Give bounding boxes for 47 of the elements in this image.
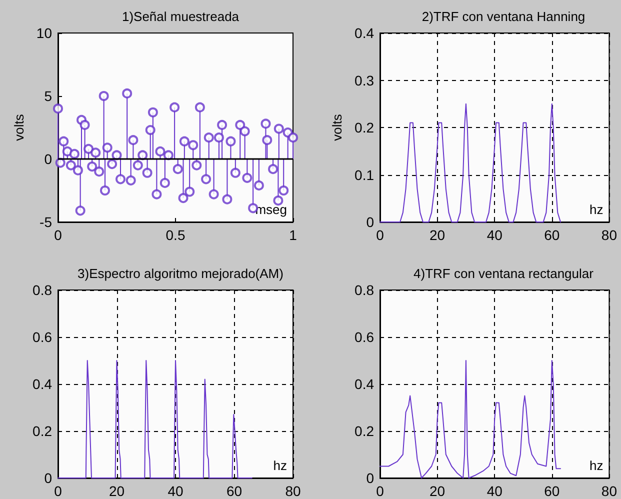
x-tick-label: 0: [376, 483, 384, 499]
y-tick-label: 0.1: [354, 166, 374, 183]
chart-title: 1)Señal muestreada: [122, 9, 240, 24]
y-tick-label: 0.6: [32, 329, 52, 345]
chart-title: 3)Espectro algoritmo mejorado(AM): [78, 266, 284, 281]
y-tick-label: 0.2: [354, 423, 374, 439]
x-tick-label: 40: [486, 227, 503, 243]
y-tick-label: 0.8: [32, 282, 52, 298]
y-tick-label: 0.4: [32, 376, 52, 392]
y-axis-title: volts: [330, 114, 345, 141]
y-tick-label: 0.2: [354, 120, 374, 136]
chart-title: 4)TRF con ventana rectangular: [414, 266, 594, 281]
y-tick-label: 0.6: [354, 329, 374, 345]
x-tick-label: 60: [226, 483, 242, 499]
y-tick-label: 0.3: [354, 72, 374, 88]
y-tick-label: 0: [366, 214, 374, 230]
x-axis-title: hz: [589, 458, 604, 473]
x-tick-label: 80: [601, 227, 618, 243]
x-tick-label: 20: [430, 483, 446, 499]
y-tick-label: 0: [44, 151, 52, 167]
y-tick-label: 0: [44, 470, 52, 486]
x-tick-label: 0: [376, 227, 384, 243]
y-tick-label: 10: [36, 25, 52, 41]
x-tick-label: 60: [544, 483, 560, 499]
chart-title: 2)TRF con ventana Hanning: [422, 9, 586, 24]
x-tick-label: 0: [54, 483, 62, 499]
x-tick-label: 20: [430, 227, 446, 243]
y-tick-label: 5: [44, 88, 52, 104]
x-axis-title: hz: [589, 202, 604, 217]
y-tick-label: 0.4: [354, 25, 374, 41]
x-tick-label: 60: [544, 227, 560, 243]
y-tick-label: 0.8: [354, 282, 374, 298]
x-tick-label: 0: [54, 227, 62, 243]
x-tick-label: 1: [289, 227, 298, 243]
x-tick-label: 0.5: [166, 227, 186, 243]
x-tick-label: 20: [108, 483, 125, 499]
x-tick-label: 80: [601, 483, 618, 499]
y-tick-label: 0: [366, 470, 374, 486]
x-tick-label: 40: [486, 483, 503, 499]
x-axis-title: hz: [273, 458, 287, 473]
x-tick-label: 80: [285, 483, 301, 499]
y-tick-label: -5: [40, 214, 52, 230]
y-tick-label: 0.4: [354, 376, 374, 392]
y-tick-label: 0.2: [32, 423, 52, 439]
x-axis-title: mseg: [255, 202, 287, 217]
x-tick-label: 40: [168, 483, 184, 499]
y-axis-title: volts: [12, 114, 27, 141]
